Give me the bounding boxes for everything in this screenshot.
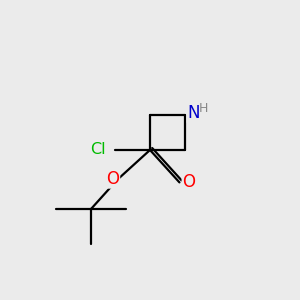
Text: O: O bbox=[182, 173, 195, 191]
Text: Cl: Cl bbox=[90, 142, 105, 158]
Text: O: O bbox=[106, 170, 119, 188]
Text: N: N bbox=[187, 104, 200, 122]
Text: H: H bbox=[198, 102, 208, 115]
